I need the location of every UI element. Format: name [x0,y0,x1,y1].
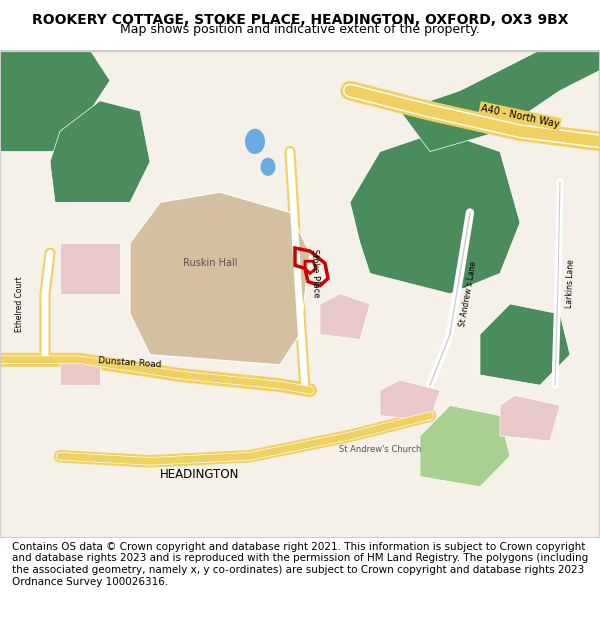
Text: Ethelred Court: Ethelred Court [16,276,25,332]
Text: Contains OS data © Crown copyright and database right 2021. This information is : Contains OS data © Crown copyright and d… [12,542,588,587]
Polygon shape [350,131,520,294]
Text: Larkins Lane: Larkins Lane [565,259,575,308]
Text: St Andrew's Lane: St Andrew's Lane [458,261,478,327]
Polygon shape [500,396,560,441]
Text: Map shows position and indicative extent of the property.: Map shows position and indicative extent… [120,23,480,36]
Polygon shape [0,50,110,151]
Polygon shape [480,304,570,385]
Polygon shape [380,380,440,421]
Text: Ruskin Hall: Ruskin Hall [183,258,237,268]
Polygon shape [320,294,370,339]
Polygon shape [420,406,510,487]
Text: ROOKERY COTTAGE, STOKE PLACE, HEADINGTON, OXFORD, OX3 9BX: ROOKERY COTTAGE, STOKE PLACE, HEADINGTON… [32,12,568,26]
Ellipse shape [245,129,265,154]
Text: St Andrew's Church: St Andrew's Church [339,444,421,454]
Polygon shape [60,360,100,385]
Text: Stoke Place: Stoke Place [310,249,320,298]
Polygon shape [50,101,150,202]
Text: HEADINGTON: HEADINGTON [160,468,239,481]
Polygon shape [130,192,310,365]
Polygon shape [400,50,600,151]
Ellipse shape [260,158,275,176]
Polygon shape [60,243,120,294]
Text: Dunstan Road: Dunstan Road [98,356,162,369]
Text: A40 - North Way: A40 - North Way [480,103,560,129]
